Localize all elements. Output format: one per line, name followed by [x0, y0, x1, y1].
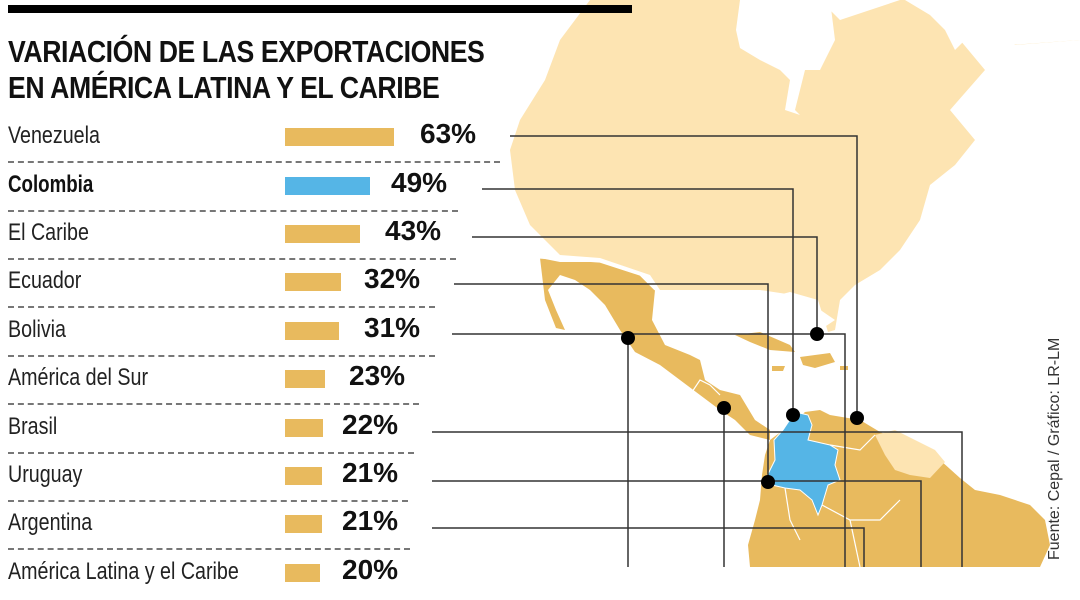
row-value: 32%: [364, 263, 421, 294]
source-credit: Fuente: Cepal / Gráfico: LR-LM: [1046, 337, 1063, 560]
row-label: Ecuador: [8, 267, 82, 294]
row-label: Brasil: [8, 413, 58, 440]
row-label: Bolivia: [8, 316, 66, 343]
bar-uruguay: [285, 467, 322, 485]
row-label: Argentina: [8, 509, 93, 536]
row-label: Colombia: [8, 171, 94, 198]
bar-america-del-sur: [285, 370, 325, 388]
row-label: El Caribe: [8, 219, 89, 246]
row-value: 63%: [420, 118, 477, 149]
row-label: Venezuela: [8, 122, 100, 149]
row-divider: [8, 306, 435, 308]
row-value: 21%: [342, 457, 399, 488]
title-line-2: EN AMÉRICA LATINA Y EL CARIBE: [8, 70, 440, 105]
row-value: 21%: [342, 505, 399, 536]
row-divider: [8, 500, 408, 502]
dot-central-america: [717, 401, 731, 415]
row-label: Uruguay: [8, 461, 83, 488]
dot-venezuela: [850, 411, 864, 425]
row-divider: [8, 452, 414, 454]
row-divider: [8, 210, 458, 212]
dot-colombia: [786, 408, 800, 422]
guianas-region: [875, 430, 945, 478]
row-divider: [8, 548, 410, 550]
bar-brasil: [285, 419, 323, 437]
bar-argentina: [285, 515, 322, 533]
title-line-1: VARIACIÓN DE LAS EXPORTACIONES: [8, 34, 485, 69]
country-borders: [539, 257, 901, 567]
row-label: América del Sur: [8, 364, 149, 391]
row-value: 49%: [391, 167, 448, 198]
row-divider: [8, 258, 456, 260]
leader-lines: [432, 135, 963, 567]
row-value: 31%: [364, 312, 421, 343]
row-divider: [8, 403, 419, 405]
caribbean-islands: [735, 332, 848, 371]
dot-caribe: [810, 327, 824, 341]
dot-mexico: [621, 331, 635, 345]
location-dots: [621, 327, 864, 489]
row-value: 23%: [349, 360, 406, 391]
row-value: 43%: [385, 215, 442, 246]
americas-map: [432, 0, 1080, 567]
header-rule: [8, 5, 632, 13]
bar-colombia: [285, 177, 370, 195]
row-value: 22%: [342, 409, 399, 440]
bar-ecuador: [285, 273, 341, 291]
bar-el-caribe: [285, 225, 360, 243]
bar-venezuela: [285, 128, 394, 146]
row-divider: [8, 161, 500, 163]
row-label: América Latina y el Caribe: [8, 558, 239, 585]
row-divider: [8, 355, 435, 357]
mexico-central-america-region: [540, 258, 770, 440]
dot-ecuador: [761, 475, 775, 489]
page-title: VARIACIÓN DE LAS EXPORTACIONES EN AMÉRIC…: [8, 34, 485, 106]
row-value: 20%: [342, 554, 399, 585]
bar-bolivia: [285, 322, 339, 340]
north-america-region: [510, 0, 1080, 332]
